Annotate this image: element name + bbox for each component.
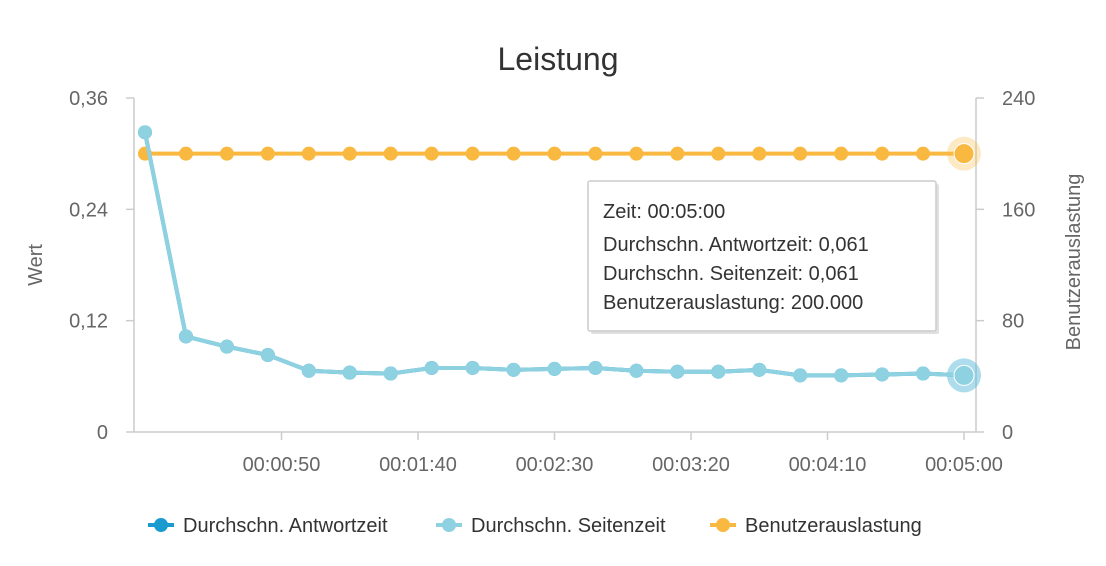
legend-item: Durchschn. Antwortzeit xyxy=(148,515,388,537)
data-point xyxy=(916,366,931,381)
data-point xyxy=(342,365,357,380)
y-axis-right-title: Benutzerauslastung xyxy=(1063,174,1085,351)
data-point xyxy=(260,146,275,161)
data-point xyxy=(875,367,890,382)
data-point xyxy=(711,364,726,379)
data-point xyxy=(752,362,767,377)
data-point xyxy=(953,364,975,386)
legend-swatch-marker xyxy=(154,518,168,532)
data-point xyxy=(711,146,726,161)
data-point xyxy=(424,360,439,375)
tooltip-line: Durchschn. Antwortzeit: 0,061 xyxy=(603,234,869,256)
data-point xyxy=(916,146,931,161)
y-left-tick-label: 0 xyxy=(97,422,108,444)
y-left-tick-label: 0,24 xyxy=(69,199,108,221)
tooltip-line: Zeit: 00:05:00 xyxy=(603,201,725,223)
axes: 0 0,12 0,24 0,36 0 80 160 240 00:00:50 00:01:40 00… xyxy=(69,88,1035,476)
data-point xyxy=(506,362,521,377)
data-point xyxy=(219,339,234,354)
y-axis-left-title: Wert xyxy=(25,244,47,286)
series-durchschn-seitenzeit xyxy=(138,125,981,393)
tooltip-line: Durchschn. Seitenzeit: 0,061 xyxy=(603,263,859,285)
data-point xyxy=(506,146,521,161)
x-tick-label: 00:05:00 xyxy=(925,454,1003,476)
tooltip-line: Benutzerauslastung: 200.000 xyxy=(603,292,863,314)
data-point xyxy=(547,146,562,161)
data-point xyxy=(301,363,316,378)
data-point xyxy=(178,146,193,161)
y-right-tick-label: 240 xyxy=(1002,88,1035,110)
data-point xyxy=(465,360,480,375)
x-tick-label: 00:01:40 xyxy=(379,454,457,476)
data-point xyxy=(953,143,975,165)
legend-item: Benutzerauslastung xyxy=(710,515,922,537)
data-point xyxy=(670,364,685,379)
data-point xyxy=(301,146,316,161)
series-layer xyxy=(138,125,981,393)
x-tick-label: 00:00:50 xyxy=(243,454,321,476)
x-tick-label: 00:02:30 xyxy=(516,454,594,476)
data-point xyxy=(424,146,439,161)
legend: Durchschn. Antwortzeit Durchschn. Seitenz… xyxy=(148,515,922,537)
data-point xyxy=(793,368,808,383)
legend-label: Benutzerauslastung xyxy=(745,515,922,537)
legend-label: Durchschn. Antwortzeit xyxy=(183,515,388,537)
data-point xyxy=(834,146,849,161)
series-benutzerauslastung xyxy=(138,136,981,171)
data-point xyxy=(383,146,398,161)
y-right-tick-label: 160 xyxy=(1002,199,1035,221)
y-left-tick-label: 0,36 xyxy=(69,88,108,110)
data-point xyxy=(670,146,685,161)
data-point xyxy=(629,146,644,161)
data-point xyxy=(875,146,890,161)
data-point xyxy=(547,361,562,376)
data-point xyxy=(793,146,808,161)
data-point xyxy=(260,347,275,362)
data-point xyxy=(342,146,357,161)
data-point xyxy=(588,146,603,161)
legend-swatch-marker xyxy=(442,518,456,532)
data-point xyxy=(465,146,480,161)
data-point xyxy=(178,329,193,344)
data-point xyxy=(752,146,767,161)
y-left-tick-label: 0,12 xyxy=(69,311,108,333)
legend-swatch-marker xyxy=(716,518,730,532)
data-point xyxy=(629,363,644,378)
data-point xyxy=(219,146,234,161)
data-point xyxy=(383,366,398,381)
y-right-tick-label: 80 xyxy=(1002,311,1024,333)
tooltip: Zeit: 00:05:00 Durchschn. Antwortzeit: 0,… xyxy=(587,180,939,334)
data-point xyxy=(138,125,152,140)
data-point xyxy=(588,360,603,375)
tooltip-box xyxy=(587,180,937,332)
y-right-tick-label: 0 xyxy=(1002,422,1013,444)
x-tick-label: 00:04:10 xyxy=(789,454,867,476)
x-tick-label: 00:03:20 xyxy=(652,454,730,476)
legend-label: Durchschn. Seitenzeit xyxy=(471,515,666,537)
chart-title: Leistung xyxy=(498,41,619,77)
data-point xyxy=(834,368,849,383)
legend-item: Durchschn. Seitenzeit xyxy=(436,515,666,537)
